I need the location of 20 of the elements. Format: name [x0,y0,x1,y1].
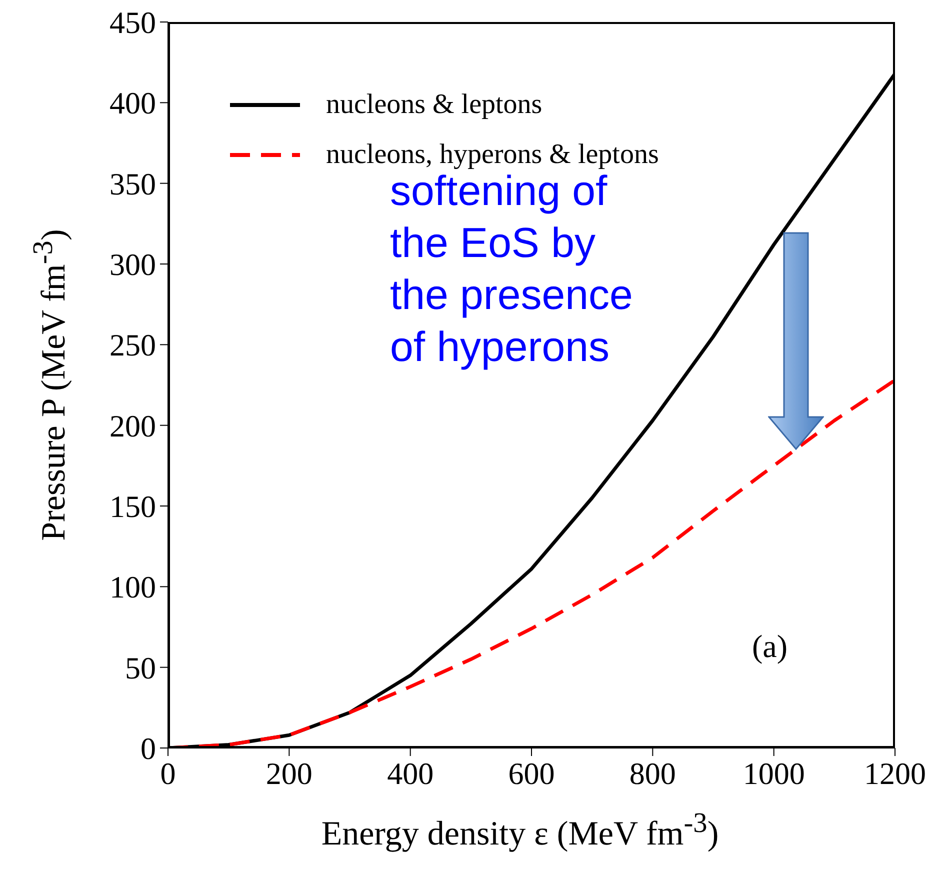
y-tick-label: 50 [125,650,156,686]
y-tick-label: 400 [110,86,156,121]
y-tick-label: 250 [110,328,156,363]
y-tick-label: 200 [110,408,156,444]
annotation: (a) [752,628,788,665]
x-tick-label: 1000 [742,756,805,792]
legend-label: nucleons, hyperons & leptons [326,139,659,171]
legend-label: nucleons & leptons [326,89,542,121]
x-tick-label: 800 [629,756,676,792]
x-tick-label: 400 [387,756,434,792]
x-tick-label: 200 [266,756,312,792]
y-tick-label: 100 [110,570,156,605]
x-tick-label: 1200 [864,756,926,792]
y-tick-label: 300 [110,247,156,282]
y-tick-label: 150 [110,489,156,524]
x-axis-title: Energy density ε (MeV fm$^{-3}$) [320,808,720,854]
y-tick-label: 0 [140,731,156,766]
y-tick-label: 350 [110,166,156,202]
y-tick-label: 450 [110,5,156,40]
x-tick-label: 600 [508,756,555,792]
